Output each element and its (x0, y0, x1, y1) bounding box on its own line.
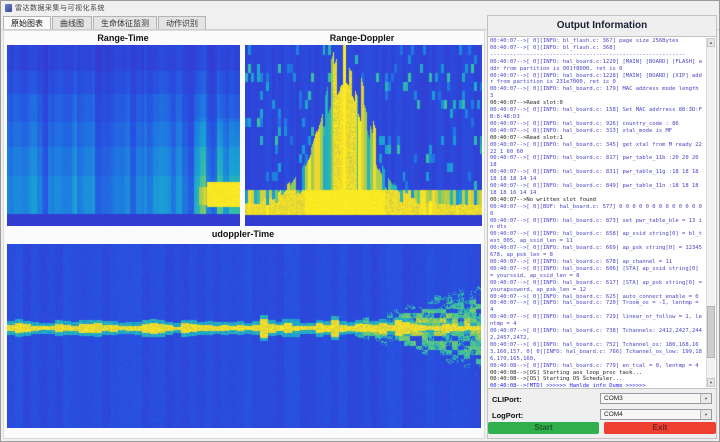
log-line: 00:40:07-->[ 0][INFO: hal_board.c: 873] … (490, 217, 702, 231)
cli-port-value: COM3 (604, 395, 623, 402)
udoppler-time-heatmap (7, 244, 481, 428)
scroll-down-icon[interactable]: ▼ (707, 378, 715, 387)
log-line: 00:40:08-->[OS] Starting OS Scheduler... (490, 376, 623, 383)
tab[interactable]: 原始图表 (3, 16, 51, 29)
cli-port-select[interactable]: COM3 ▼ (600, 393, 712, 404)
log-line: 00:40:07-->[ 0][INFO: hal_board.c: 313] … (490, 127, 673, 134)
log-line: 00:40:07-->Read slot:0 (490, 100, 563, 107)
tab[interactable]: 曲线图 (52, 16, 92, 29)
log-port-select[interactable]: COM4 ▼ (600, 409, 712, 420)
scrollbar-thumb[interactable] (707, 306, 715, 358)
log-text: 00:40:07-->[ 0][INFO: bl_flash.c: 367] p… (490, 38, 704, 387)
tab[interactable]: 动作识别 (158, 16, 206, 29)
log-line: 00:40:07-->[ 0][INFO: hal_board.c: 720] … (490, 300, 702, 314)
log-line: 00:40:07-->[ 0][INFO: hal_board.c: 617] … (490, 279, 702, 293)
log-line: 00:40:07-->[ 0][INFO: hal_board.c:1228] … (490, 72, 702, 86)
log-line: 00:40:07-->[ 0][INFO: hal_board.c: 658] … (490, 231, 702, 245)
log-line: 00:40:07-->[ 0][INFO: hal_board.c: 752] … (490, 341, 702, 362)
log-line: 00:40:07-->[ 0][BUF: hal_board.c: 577] 0… (490, 203, 702, 217)
output-panel-header: Output Information (556, 20, 648, 31)
range-doppler-heatmap (245, 45, 482, 226)
log-line: 00:40:07-->[ 0][INFO: hal_board.c:1220] … (490, 58, 702, 72)
log-port-label: LogPort: (492, 411, 524, 420)
cli-port-label: CLIPort: (492, 395, 522, 404)
log-viewer[interactable]: 00:40:07-->[ 0][INFO: bl_flash.c: 367] p… (488, 36, 716, 389)
window-title: 雷达数据采集与可视化系统 (15, 4, 105, 12)
exit-button[interactable]: Exit (604, 422, 716, 434)
tab-bar: 原始图表 曲线图 生命体征监测 动作识别 (1, 14, 719, 30)
output-panel: Output Information 00:40:07-->[ 0][INFO:… (487, 15, 717, 439)
log-line: 00:40:07-->[ 0][INFO: bl_flash.c: 368] (490, 44, 616, 51)
udoppler-time-title: udoppler-Time (211, 229, 275, 239)
range-time-heatmap (7, 45, 240, 226)
chart-panel: Range-Time Range-Doppler udoppler-Time (3, 30, 485, 439)
log-line: 00:40:08-->[MTD] >>>>>> Hanlde info Dump… (490, 383, 646, 387)
log-line: 00:40:07-->[ 0][INFO: hal_board.c: 678] … (490, 259, 673, 265)
chevron-down-icon[interactable]: ▼ (700, 410, 711, 419)
log-line: 00:40:07-->[ 0][INFO: hal_board.c: 606] … (490, 265, 702, 279)
range-time-title: Range-Time (97, 33, 149, 43)
title-bar: 雷达数据采集与可视化系统 (1, 1, 719, 14)
app-icon (5, 3, 12, 12)
log-line: 00:40:07-->No written slot found (490, 196, 596, 203)
log-line: 00:40:07-->[ 0][INFO: hal_board.c: 669] … (490, 245, 702, 259)
log-line: 00:40:08-->[OS] Starting aos_loop_proc t… (490, 369, 643, 376)
log-port-value: COM4 (604, 411, 623, 418)
log-line: 00:40:07-->[ 0][INFO: hal_board.c: 738] … (490, 328, 702, 341)
chevron-down-icon[interactable]: ▼ (700, 394, 711, 403)
log-line: 00:40:08-->[ 0][INFO: hal_board.c: 779] … (490, 362, 699, 369)
log-line: 00:40:07-->[ 0][INFO: hal_board.c: 345] … (490, 141, 702, 155)
log-line: ----------------------------------------… (490, 51, 686, 58)
log-line: 00:40:07-->[ 0][INFO: hal_board.c: 849] … (490, 183, 702, 196)
log-line: 00:40:07-->[ 0][INFO: hal_board.c: 926] … (490, 120, 679, 127)
log-line: 00:40:07-->[ 0][INFO: hal_board.c: 817] … (490, 155, 702, 169)
log-scrollbar[interactable]: ▲ ▼ (706, 38, 715, 387)
tab[interactable]: 生命体征监测 (93, 16, 157, 29)
log-line: 00:40:07-->Read slot:1 (490, 134, 563, 141)
scroll-up-icon[interactable]: ▲ (707, 38, 715, 47)
log-line: 00:40:07-->[ 0][INFO: hal_board.c: 179] … (490, 86, 702, 100)
start-button[interactable]: Start (488, 422, 599, 434)
log-line: 00:40:07-->[ 0][INFO: hal_board.c: 831] … (490, 169, 702, 183)
log-line: 00:40:07-->[ 0][INFO: hal_board.c: 729] … (490, 314, 702, 328)
range-doppler-title: Range-Doppler (329, 33, 395, 43)
log-line: 00:40:07-->[ 0][INFO: bl_flash.c: 367] p… (490, 38, 679, 44)
log-line: 00:40:07-->[ 0][INFO: hal_board.c: 158] … (490, 107, 702, 120)
log-line: 00:40:07-->[ 0][INFO: hal_board.c: 625] … (490, 293, 699, 300)
